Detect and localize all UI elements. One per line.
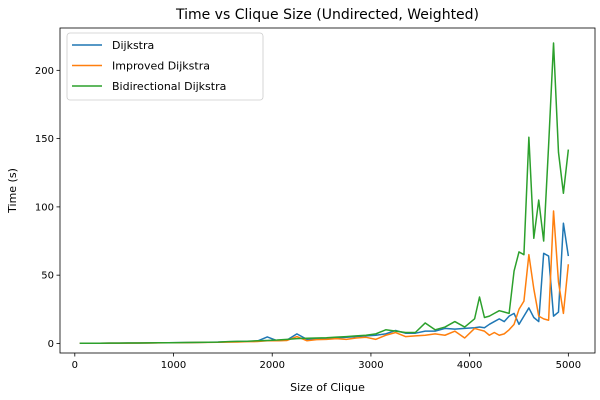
x-tick-label-0: 0 [72, 360, 78, 371]
x-axis-label: Size of Clique [290, 381, 365, 394]
legend-label-2: Bidirectional Dijkstra [112, 80, 226, 93]
y-tick-label-0: 0 [48, 339, 54, 350]
legend: Dijkstra Improved Dijkstra Bidirectional D… [66, 32, 264, 101]
x-axis: 0 1000 2000 3000 4000 5000 [72, 353, 581, 371]
series-line-2 [79, 42, 570, 345]
legend-label-1: Improved Dijkstra [112, 60, 210, 73]
plot-frame [59, 27, 596, 354]
y-tick-label-3: 150 [35, 134, 54, 145]
legend-label-0: Dijkstra [112, 39, 154, 52]
chart-title: Time vs Clique Size (Undirected, Weighte… [175, 7, 479, 23]
x-tick-label-1: 1000 [161, 360, 186, 371]
y-axis-label: Time (s) [6, 168, 19, 214]
x-tick-label-2: 2000 [259, 360, 284, 371]
y-tick-label-1: 50 [41, 271, 54, 282]
x-tick-label-5: 5000 [556, 360, 581, 371]
x-tick-label-3: 3000 [358, 360, 383, 371]
y-tick-label-2: 100 [35, 202, 54, 213]
legend-box [66, 32, 264, 101]
plot-lines [79, 42, 570, 345]
x-tick-label-4: 4000 [457, 360, 482, 371]
y-axis: 0 50 100 150 200 [35, 66, 60, 350]
y-tick-label-4: 200 [35, 66, 54, 77]
